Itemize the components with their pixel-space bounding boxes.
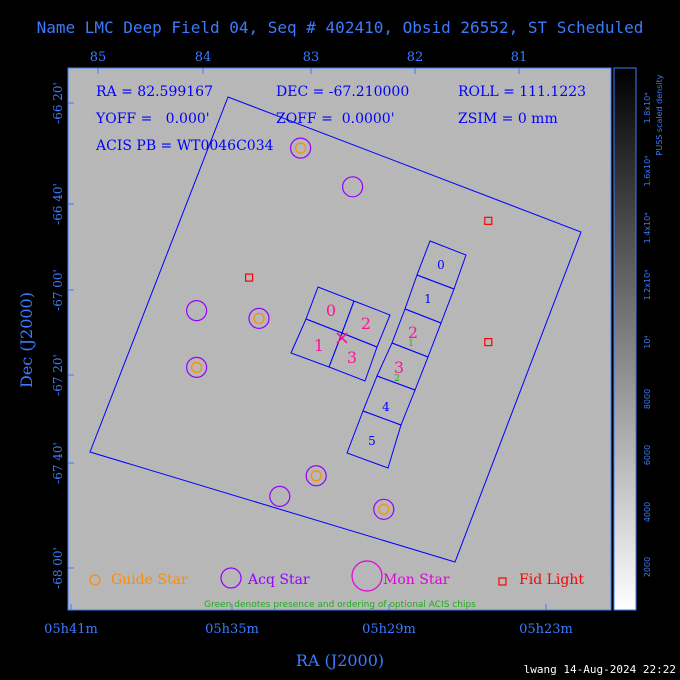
- fid-light: [245, 273, 254, 282]
- acis-s-label-0: 0: [437, 258, 445, 272]
- left-tick-label: -67 40': [51, 442, 65, 484]
- colorbar-label: PUSS scaled density: [655, 74, 664, 155]
- acis-s-label-5: 5: [368, 434, 376, 448]
- top-tick-label: 84: [195, 50, 212, 65]
- plot-frame: [67, 67, 612, 611]
- acq-star: [342, 176, 364, 198]
- acis-s-chip-5: [346, 410, 402, 469]
- info-yoff: YOFF = 0.000': [95, 111, 210, 127]
- bottom-tick-label: 05h41m: [44, 622, 98, 637]
- acis-i-label-3: 3: [347, 348, 357, 367]
- info-ra: RA = 82.599167: [96, 84, 213, 100]
- y-axis-label: Dec (J2000): [17, 292, 36, 388]
- colorbar-tick-label: 1.8x10⁴: [643, 93, 652, 124]
- acis-i-label-0: 0: [326, 301, 336, 320]
- acq-star: [186, 300, 208, 322]
- bottom-tick-label: 05h35m: [205, 622, 259, 637]
- info-block: RA = 82.599167 DEC = -67.210000 ROLL = 1…: [95, 84, 586, 154]
- legend-fid-label: Fid Light: [519, 572, 584, 588]
- colorbar: [613, 67, 637, 611]
- acis-i-chip-3: [328, 332, 378, 382]
- acis-s-label-4: 4: [382, 400, 390, 414]
- colorbar-tick-label: 8000: [643, 389, 652, 409]
- info-aperture: ACIS PB = WT0046C034: [95, 138, 274, 154]
- acq-star: [269, 485, 291, 507]
- acq-star: [373, 498, 395, 520]
- colorbar-tick-label: 1.4x10⁴: [643, 213, 652, 244]
- legend-acq-symbol: [220, 567, 242, 589]
- colorbar-ticks: 2000 4000 6000 8000 10⁴ 1.2x10⁴ 1.4x10⁴ 1.6x10⁴…: [643, 93, 652, 578]
- guide-star: [378, 503, 390, 515]
- colorbar-tick-label: 1.2x10⁴: [643, 270, 652, 301]
- top-tick-label: 81: [511, 50, 528, 65]
- top-tick-label: 83: [303, 50, 320, 65]
- colorbar-tick-label: 10⁴: [643, 335, 652, 348]
- info-dec: DEC = -67.210000: [276, 84, 409, 100]
- legend: Guide Star Acq Star Mon Star Fid Light: [89, 560, 584, 592]
- chart-title: Name LMC Deep Field 04, Seq # 402410, Ob…: [36, 18, 644, 37]
- colorbar-tick-label: 4000: [643, 502, 652, 522]
- top-tick-label: 82: [407, 50, 424, 65]
- acis-s-label-3: 3: [394, 358, 404, 377]
- left-tick-label: -67 20': [51, 354, 65, 396]
- info-zoff: ZOFF = 0.0000': [276, 111, 395, 127]
- acis-i-labels: 0 2 1 3: [314, 301, 371, 367]
- left-tick-label: -68 00': [51, 547, 65, 589]
- colorbar-tick-label: 1.6x10⁴: [643, 156, 652, 187]
- legend-acq-label: Acq Star: [247, 572, 310, 588]
- aimpoint-marker: [336, 332, 348, 344]
- left-tick-label: -66 40': [51, 183, 65, 225]
- acq-star: [248, 307, 270, 329]
- acis-i-array: [290, 286, 391, 382]
- acis-s-label-2: 2: [408, 323, 418, 342]
- colorbar-tick-label: 6000: [643, 445, 652, 465]
- acq-star: [186, 356, 208, 378]
- top-tick-label: 85: [90, 50, 107, 65]
- guide-star: [310, 470, 322, 482]
- star-markers: [186, 137, 493, 520]
- acis-s-labels: 0 1 2 3 4 5 1 2: [368, 258, 445, 448]
- footer-stamp: lwang 14-Aug-2024 22:22: [523, 663, 676, 676]
- legend-fid-symbol: [498, 577, 507, 586]
- optional-order-2: 2: [394, 374, 400, 384]
- legend-mon-symbol: [351, 560, 383, 592]
- guide-star: [295, 142, 307, 154]
- optional-order-1: 1: [408, 339, 414, 349]
- left-tick-label: -67 00': [51, 269, 65, 311]
- acis-s-array: [346, 240, 467, 469]
- guide-star: [253, 312, 265, 324]
- acq-star: [305, 465, 327, 487]
- info-roll: ROLL = 111.1223: [458, 84, 586, 100]
- info-zsim: ZSIM = 0 mm: [458, 111, 558, 127]
- acis-s-label-1: 1: [424, 292, 432, 306]
- bottom-tick-label: 05h23m: [519, 622, 573, 637]
- legend-guide-label: Guide Star: [111, 572, 188, 588]
- fid-light: [484, 338, 493, 347]
- acis-i-label-2: 2: [361, 314, 371, 333]
- fid-light: [484, 216, 493, 225]
- guide-star: [191, 361, 203, 373]
- left-tick-label: -66 20': [51, 82, 65, 124]
- acis-i-label-1: 1: [314, 336, 324, 355]
- acq-star: [290, 137, 312, 159]
- bottom-tick-label: 05h29m: [362, 622, 416, 637]
- colorbar-tick-label: 2000: [643, 557, 652, 577]
- legend-guide-symbol: [89, 574, 101, 586]
- optional-chip-note: Green denotes presence and ordering of o…: [204, 600, 476, 610]
- field-outline: [89, 96, 582, 563]
- axes: 85 84 83 82 81 05h41m 05h35m 05h29m 05h23m -66 20…: [44, 50, 573, 637]
- legend-mon-label: Mon Star: [383, 572, 450, 588]
- x-axis-label: RA (J2000): [296, 651, 384, 670]
